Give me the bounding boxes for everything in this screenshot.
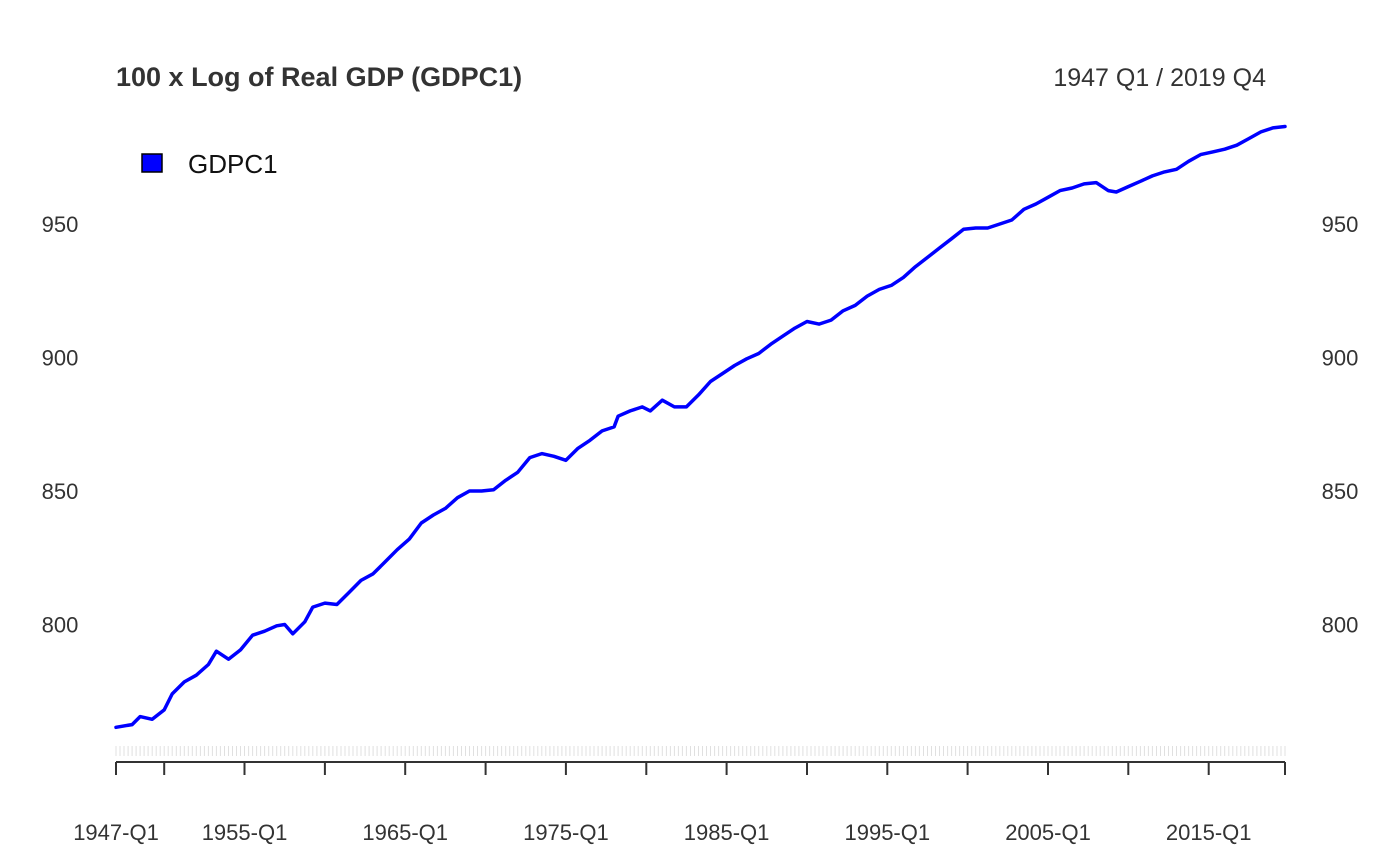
y-tick-label-right: 800	[1322, 613, 1359, 638]
x-tick-label: 1995-Q1	[844, 820, 930, 845]
x-tick-label: 1965-Q1	[362, 820, 448, 845]
y-tick-label-right: 950	[1322, 212, 1359, 237]
x-tick-label: 2015-Q1	[1166, 820, 1252, 845]
x-axis: 1947-Q1 1955-Q1 1965-Q1 1975-Q1 1985-Q1 1995-…	[73, 762, 1286, 845]
x-tick-label: 1985-Q1	[684, 820, 770, 845]
x-tick-label: 1975-Q1	[523, 820, 609, 845]
y-tick-label-right: 900	[1322, 346, 1359, 371]
series-line-gdpc1	[114, 124, 1287, 730]
legend-label-gdpc1: GDPC1	[188, 149, 278, 179]
y-axis-right: 800 850 900 950	[1322, 212, 1359, 638]
legend: GDPC1	[141, 149, 278, 179]
y-tick-label-right: 850	[1322, 479, 1359, 504]
x-tick-label: 1955-Q1	[202, 820, 288, 845]
y-tick-label-left: 800	[42, 613, 79, 638]
y-tick-label-left: 900	[42, 346, 79, 371]
x-tick-label: 2005-Q1	[1005, 820, 1091, 845]
date-range-label: 1947 Q1 / 2019 Q4	[1053, 64, 1266, 92]
y-tick-label-left: 850	[42, 479, 79, 504]
x-axis-minor-ticks	[115, 746, 1286, 756]
chart-title: 100 x Log of Real GDP (GDPC1)	[116, 62, 522, 92]
legend-swatch-gdpc1	[141, 153, 163, 173]
y-axis-left: 800 850 900 950	[42, 212, 79, 638]
x-tick-label: 1947-Q1	[73, 820, 159, 845]
y-tick-label-left: 950	[42, 212, 79, 237]
